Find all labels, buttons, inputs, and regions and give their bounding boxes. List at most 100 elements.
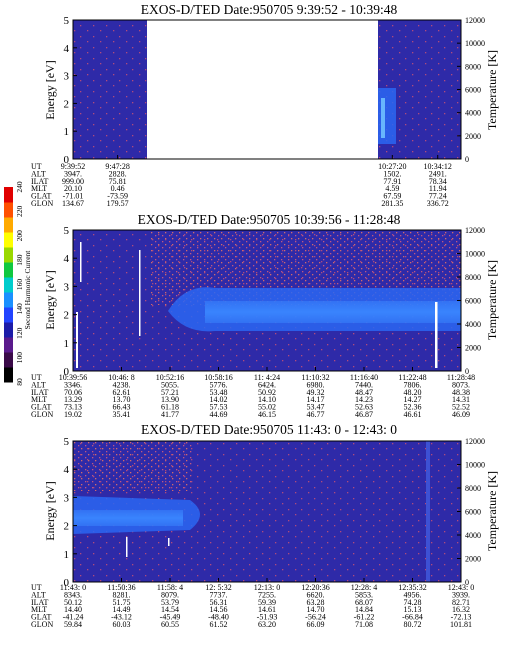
- table-cell: 7255.: [258, 590, 276, 599]
- ytick-label: 0: [64, 366, 70, 378]
- table-cell: 20.10: [64, 184, 82, 193]
- table-cell: 78.34: [429, 177, 447, 186]
- table-cell: 14.54: [161, 605, 179, 614]
- table-cell: 10:39:56: [59, 373, 87, 382]
- ytick-right-label: 0: [465, 578, 469, 587]
- table-cell: 46.15: [258, 410, 276, 419]
- panel-3-ylabel: Energy [eV]: [43, 481, 57, 540]
- table-cell: 60.03: [113, 620, 131, 629]
- ytick-label: 3: [64, 281, 70, 293]
- table-cell: -43.12: [111, 613, 132, 622]
- table-cell: -71.01: [63, 192, 84, 201]
- table-cell: 82.71: [452, 598, 470, 607]
- ytick-right-label: 6000: [465, 86, 481, 95]
- table-cell: 55.02: [258, 403, 276, 412]
- table-row-label: ALT: [31, 590, 46, 599]
- table-cell: 336.72: [427, 199, 449, 208]
- table-cell: 2491.: [429, 169, 447, 178]
- table-cell: 9:47:28: [105, 162, 129, 171]
- table-cell: 10:46: 8: [108, 373, 134, 382]
- panel-3-vertical-stripe: [426, 441, 430, 582]
- table-cell: 7440.: [355, 380, 373, 389]
- table-row-label: GLON: [31, 410, 53, 419]
- ytick-right-label: 4000: [465, 531, 481, 540]
- table-cell: 11:10:32: [301, 373, 329, 382]
- ytick-right-label: 10000: [465, 250, 485, 259]
- colorbar-segment: [4, 292, 13, 308]
- table-cell: 14.70: [307, 605, 325, 614]
- ytick-right-label: 2000: [465, 132, 481, 141]
- ytick-label: 2: [64, 521, 70, 533]
- table-cell: 5853.: [355, 590, 373, 599]
- colorbar-segment: [4, 352, 13, 368]
- table-cell: 11:43: 0: [60, 583, 86, 592]
- table-cell: 14.27: [404, 395, 422, 404]
- panel-2-ylabel-right: Temperature [K]: [485, 260, 499, 340]
- panel-2-spike-2: [80, 242, 82, 282]
- table-cell: 101.81: [450, 620, 472, 629]
- table-cell: 46.61: [404, 410, 422, 419]
- ytick-right-label: 12000: [465, 437, 485, 446]
- ytick-right-label: 0: [465, 367, 469, 376]
- panel-1: EXOS-D/TED Date:950705 9:39:52 - 10:39:4…: [31, 2, 499, 208]
- table-cell: 14.61: [258, 605, 276, 614]
- panel-3-spike-2: [168, 538, 170, 546]
- table-row-label: MLT: [31, 184, 47, 193]
- table-cell: 13.29: [64, 395, 82, 404]
- ytick-label: 0: [64, 154, 70, 166]
- table-cell: 134.67: [62, 199, 84, 208]
- table-cell: 46.09: [452, 410, 470, 419]
- panel-3-spike-1: [126, 537, 128, 557]
- table-cell: 12:13: 0: [254, 583, 280, 592]
- colorbar: 80 100 120 140 160 180 200 220 240 Second Harmon…: [4, 181, 32, 386]
- ytick-label: 4: [64, 253, 70, 265]
- colorbar-segment: [4, 262, 13, 278]
- table-cell: 41.77: [161, 410, 179, 419]
- ytick-label: 1: [64, 338, 70, 350]
- table-cell: 11:58: 4: [157, 583, 183, 592]
- colorbar-tick-label: 120: [15, 327, 24, 339]
- table-cell: 35.41: [113, 410, 131, 419]
- table-cell: 56.31: [210, 598, 228, 607]
- table-cell: 13.70: [113, 395, 131, 404]
- panel-3-ylabel-right: Temperature [K]: [485, 471, 499, 551]
- table-cell: 53.48: [210, 388, 228, 397]
- table-cell: 59.39: [258, 598, 276, 607]
- table-cell: 4238.: [113, 380, 131, 389]
- table-row-label: ILAT: [31, 598, 48, 607]
- table-cell: 66.43: [113, 403, 131, 412]
- table-cell: -48.40: [208, 613, 229, 622]
- ytick-right-label: 4000: [465, 109, 481, 118]
- table-cell: 8079.: [161, 590, 179, 599]
- table-cell: 67.59: [383, 192, 401, 201]
- table-row-label: MLT: [31, 395, 47, 404]
- table-cell: 7806.: [404, 380, 422, 389]
- table-cell: 14.31: [452, 395, 470, 404]
- table-cell: -66.84: [402, 613, 423, 622]
- ytick-label: 2: [64, 98, 70, 110]
- table-cell: 12:43: 0: [448, 583, 474, 592]
- table-row-label: GLON: [31, 199, 53, 208]
- ytick-right-label: 6000: [465, 508, 481, 517]
- table-cell: 5055.: [161, 380, 179, 389]
- colorbar-label: Second Harmonic Current: [23, 250, 32, 330]
- table-cell: 52.63: [355, 403, 373, 412]
- table-cell: 80.72: [404, 620, 422, 629]
- table-cell: 68.07: [355, 598, 373, 607]
- panel-2-spike-3: [139, 250, 141, 336]
- ytick-label: 5: [64, 15, 70, 27]
- table-cell: 63.20: [258, 620, 276, 629]
- table-cell: -72.13: [451, 613, 472, 622]
- table-cell: -61.22: [354, 613, 375, 622]
- table-cell: 9:39:52: [61, 162, 85, 171]
- table-cell: 75.81: [109, 177, 127, 186]
- ytick-right-label: 10000: [465, 461, 485, 470]
- table-cell: -45.49: [160, 613, 181, 622]
- table-cell: 7737.: [210, 590, 228, 599]
- table-cell: 61.18: [161, 403, 179, 412]
- table-cell: 10:34:12: [423, 162, 451, 171]
- table-cell: 73.13: [64, 403, 82, 412]
- table-cell: 48.38: [452, 388, 470, 397]
- colorbar-segment: [4, 367, 13, 383]
